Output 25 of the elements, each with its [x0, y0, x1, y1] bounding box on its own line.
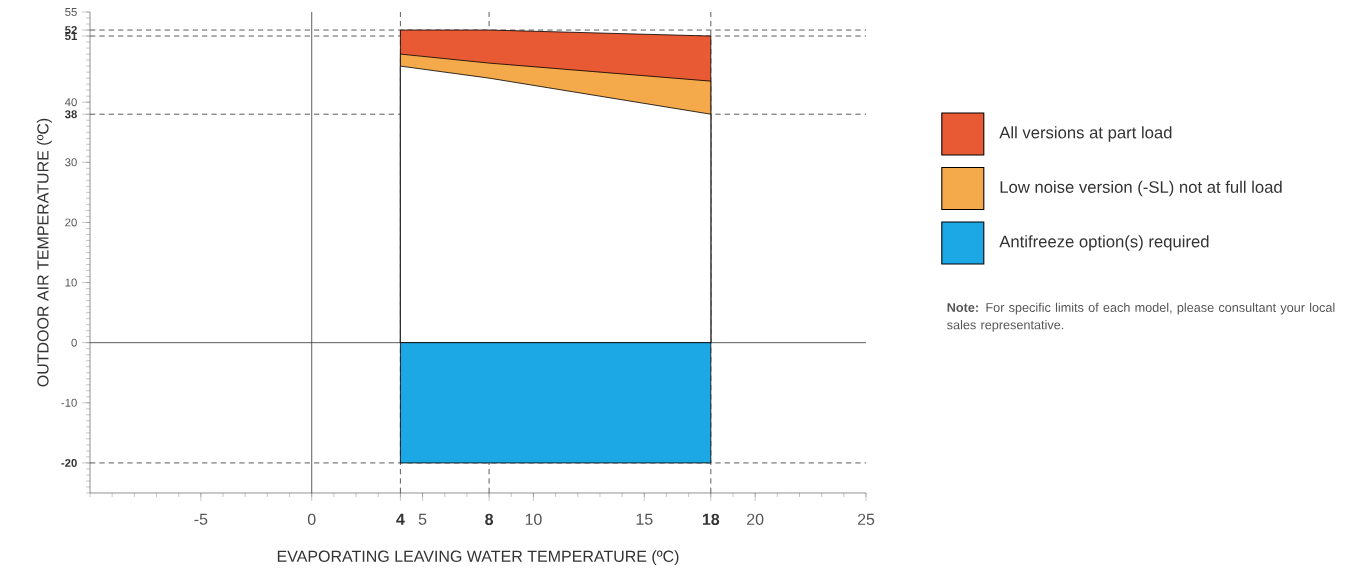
x-tick-label: 0	[307, 513, 316, 526]
x-tick-label: 5	[418, 513, 427, 525]
y-tick-label: 0	[71, 338, 77, 347]
x-axis-title: EVAPORATING LEAVING WATER TEMPERATURE (ºC)	[277, 550, 679, 566]
y-tick-label: 10	[65, 278, 77, 287]
x-tick-label: 8	[485, 513, 494, 526]
text: Note: For specific limits of each model, please consultant your local sales representative.	[947, 302, 1335, 332]
text: All versions at part load	[999, 126, 1172, 142]
x-tick-label: 18	[702, 513, 720, 526]
y-tick-label: 55	[65, 8, 77, 16]
y-tick-label: 30	[65, 158, 77, 167]
x-tick-label: -5	[194, 513, 208, 525]
y-tick-label: -10	[61, 398, 77, 407]
y-tick-label: -20	[61, 458, 77, 467]
y-tick-label: 38	[64, 110, 77, 119]
x-tick-label: 20	[747, 513, 764, 526]
x-tick-label: 4	[396, 513, 405, 525]
x-tick-label: 10	[525, 513, 542, 526]
text: Low noise version (-SL) not at full load	[1000, 180, 1282, 197]
y-tick-label: 40	[64, 98, 77, 107]
y-axis-title: OUTDOOR AIR TEMPERATURE (ºC)	[36, 118, 52, 387]
x-tick-label: 15	[636, 513, 653, 525]
x-tick-label: 25	[857, 513, 875, 526]
text: Antifreeze option(s) required	[999, 235, 1209, 251]
y-tick-label: 20	[65, 218, 77, 227]
